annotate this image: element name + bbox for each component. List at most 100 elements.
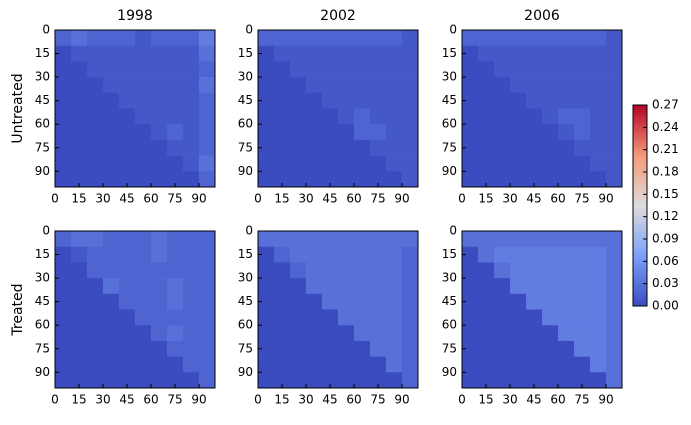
heat-cell: [87, 246, 104, 263]
heat-cell: [199, 124, 216, 141]
y-tick-label: 90: [238, 164, 253, 178]
heat-cell: [354, 124, 371, 141]
heat-cell: [135, 309, 152, 326]
heat-cell: [526, 108, 543, 125]
colorbar-segment: [633, 209, 647, 213]
heat-cell: [606, 293, 623, 310]
heat-cell: [526, 61, 543, 78]
heat-cell: [354, 340, 371, 357]
heat-cell: [290, 92, 307, 109]
colorbar-segment: [633, 275, 647, 279]
heat-cell: [322, 246, 339, 263]
y-tick-label: 60: [35, 318, 50, 332]
heat-cell: [402, 278, 419, 295]
heat-cell: [135, 171, 152, 188]
heat-cell: [322, 124, 339, 141]
heat-cell: [55, 340, 72, 357]
heat-cell: [494, 139, 511, 156]
colorbar-segment: [633, 121, 647, 124]
heat-cell: [338, 231, 355, 247]
x-tick-label: 90: [394, 393, 409, 407]
heat-cell: [386, 231, 403, 247]
heat-cell: [354, 77, 371, 94]
heat-cell: [542, 139, 559, 156]
heat-cell: [574, 246, 591, 263]
heat-cell: [558, 231, 575, 247]
colorbar-segment: [633, 183, 647, 186]
heat-cell: [606, 246, 623, 263]
colorbar-segment: [633, 203, 647, 206]
y-tick-label: 60: [238, 117, 253, 131]
heat-cell: [151, 246, 168, 263]
colorbar-segment: [633, 113, 647, 116]
heat-cell: [183, 30, 200, 46]
heat-cell: [354, 278, 371, 295]
heat-cell: [87, 155, 104, 172]
heat-cell: [338, 92, 355, 109]
heat-cell: [103, 124, 120, 141]
heat-cell: [258, 293, 275, 310]
y-tick-label: 60: [442, 117, 457, 131]
heat-cell: [183, 340, 200, 357]
heat-cell: [274, 124, 291, 141]
heat-cell: [290, 246, 307, 263]
heat-cell: [258, 246, 275, 263]
heat-cell: [55, 171, 72, 188]
heat-cell: [402, 231, 419, 247]
heat-cell: [494, 372, 511, 389]
heat-cell: [606, 309, 623, 326]
heat-cell: [274, 293, 291, 310]
heat-cell: [462, 246, 479, 263]
y-tick-label: 15: [238, 247, 253, 261]
heat-cell: [542, 372, 559, 389]
panel-frame: [461, 230, 623, 389]
heat-cell: [274, 340, 291, 357]
heat-cell: [87, 92, 104, 109]
heat-cell: [119, 155, 136, 172]
heat-cell: [606, 30, 623, 46]
heat-cell: [386, 108, 403, 125]
heat-cell: [71, 30, 88, 46]
heat-cell: [290, 108, 307, 125]
heat-cell: [606, 124, 623, 141]
heat-cell: [119, 92, 136, 109]
heat-cell: [55, 92, 72, 109]
heat-cell: [354, 372, 371, 389]
heat-cell: [199, 139, 216, 156]
heat-cell: [167, 262, 184, 279]
heat-cell: [119, 45, 136, 62]
colorbar-segment: [633, 255, 647, 259]
heat-cell: [71, 356, 88, 373]
heat-cell: [135, 45, 152, 62]
colorbar-segment: [633, 265, 647, 269]
heat-cell: [183, 231, 200, 247]
heat-cell: [542, 155, 559, 172]
colorbar-segment: [633, 197, 647, 200]
heat-cell: [478, 92, 495, 109]
heat-cell: [306, 61, 323, 78]
heat-cell: [510, 45, 527, 62]
heat-cell: [370, 61, 387, 78]
y-tick-label: 90: [238, 365, 253, 379]
heat-cell: [290, 356, 307, 373]
heat-cell: [167, 171, 184, 188]
heat-cell: [135, 124, 152, 141]
heat-cell: [574, 278, 591, 295]
heat-cell: [183, 45, 200, 62]
y-tick-label: 60: [35, 117, 50, 131]
heat-cell: [606, 231, 623, 247]
colorbar-segment: [633, 135, 647, 138]
heat-cell: [87, 171, 104, 188]
colorbar-segment: [633, 233, 647, 237]
colorbar-segment: [633, 215, 647, 219]
colorbar-segment: [633, 235, 647, 239]
heat-cell: [290, 325, 307, 342]
heat-cell: [354, 139, 371, 156]
colorbar-segment: [633, 165, 647, 168]
heat-cell: [370, 155, 387, 172]
heat-cell: [183, 372, 200, 389]
heat-cell: [338, 325, 355, 342]
colorbar-tick-label: 0.24: [652, 120, 679, 134]
heat-cell: [526, 372, 543, 389]
heat-cell: [590, 45, 607, 62]
